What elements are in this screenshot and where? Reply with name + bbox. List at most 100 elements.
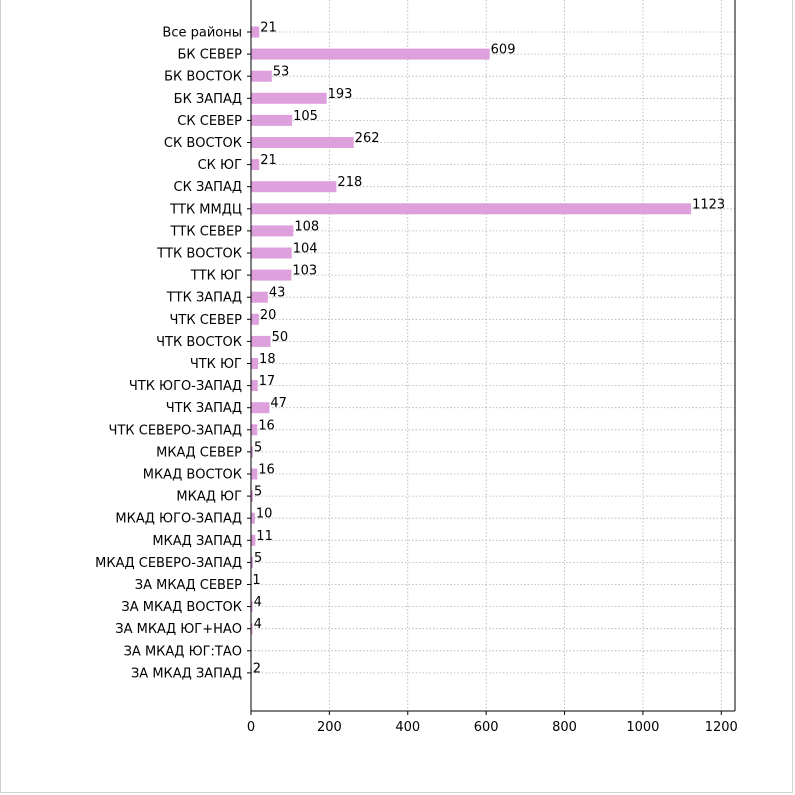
value-label: 43 (269, 286, 286, 301)
bar (251, 313, 259, 325)
axes (247, 0, 736, 712)
category-label: ЗА МКАД ВОСТОК (121, 600, 242, 615)
x-tick-label: 200 (317, 720, 342, 735)
value-label: 104 (293, 242, 318, 257)
category-labels: Все районы БК СЕВЕР БК ВОСТОК БК ЗАПАД СК СЕ… (95, 26, 242, 682)
category-label: ТТК ЮГ (190, 269, 242, 284)
category-label: МКАД ВОСТОК (143, 468, 242, 483)
value-label: 18 (259, 352, 276, 367)
category-label: ЧТК СЕВЕР (170, 313, 243, 328)
category-label: МКАД СЕВЕР (156, 445, 242, 460)
value-label: 108 (294, 219, 319, 234)
bar (251, 601, 253, 613)
x-tick-label: 1000 (626, 720, 659, 735)
category-label: БК ЗАПАД (174, 92, 242, 107)
category-label: СК СЕВЕР (177, 114, 242, 129)
value-label: 53 (273, 65, 290, 80)
category-label: ЧТК ЮГ (190, 357, 242, 372)
bar (251, 291, 268, 303)
value-label: 2 (253, 661, 261, 676)
bar (251, 556, 253, 568)
value-label: 105 (293, 109, 318, 124)
value-label: 262 (355, 131, 380, 146)
category-label: ЗА МКАД ЗАПАД (131, 666, 242, 681)
value-label: 1 (252, 573, 260, 588)
x-tick-label: 0 (247, 720, 255, 735)
x-tick-label: 600 (474, 720, 499, 735)
category-label: БК СЕВЕР (177, 48, 242, 63)
bar (251, 70, 272, 82)
x-tick-label: 400 (395, 720, 420, 735)
category-label: ЧТК ЮГО-ЗАПАД (129, 379, 242, 394)
bar (251, 269, 292, 281)
value-label: 4 (254, 595, 262, 610)
bar (251, 48, 490, 60)
bar (251, 225, 294, 237)
value-label: 21 (260, 21, 277, 36)
bar (251, 181, 337, 193)
category-label: ЧТК ВОСТОК (156, 335, 242, 350)
bar (251, 92, 327, 104)
x-ticks: 0 200 400 600 800 1000 1200 (247, 711, 738, 735)
value-label: 609 (491, 43, 516, 58)
bar (251, 358, 259, 369)
category-label: МКАД СЕВЕРО-ЗАПАД (95, 556, 242, 571)
value-label: 5 (254, 440, 262, 455)
category-label: СК ЮГ (198, 158, 242, 173)
category-label: МКАД ЮГО-ЗАПАД (115, 512, 242, 527)
category-label: Все районы (162, 26, 242, 41)
category-label: СК ЗАПАД (174, 180, 243, 195)
x-tick-label: 1200 (705, 720, 738, 735)
category-label: ЗА МКАД ЮГ:ТАО (124, 644, 242, 659)
bar (251, 402, 270, 414)
category-label: ЧТК СЕВЕРО-ЗАПАД (109, 423, 242, 438)
bar (251, 446, 253, 458)
category-label: БК ВОСТОК (164, 70, 242, 85)
value-label: 20 (260, 308, 277, 323)
value-label: 103 (292, 264, 317, 279)
category-label: ТТК ЗАПАД (166, 291, 242, 306)
category-label: МКАД ЗАПАД (152, 534, 242, 549)
value-label: 1123 (692, 197, 725, 212)
value-label: 50 (272, 330, 289, 345)
bar (251, 247, 292, 259)
value-label: 218 (337, 175, 362, 190)
value-label: 11 (256, 529, 273, 544)
category-label: МКАД ЮГ (176, 490, 242, 505)
category-label: ТТК СЕВЕР (169, 224, 242, 239)
bar (251, 512, 255, 524)
bar (251, 159, 260, 171)
category-label: СК ВОСТОК (164, 136, 242, 151)
value-label: 16 (258, 463, 275, 478)
value-label: 17 (259, 374, 276, 389)
value-label: 5 (254, 485, 262, 500)
bar (251, 623, 253, 635)
category-label: ЧТК ЗАПАД (166, 401, 242, 416)
bar (251, 468, 258, 480)
value-label: 47 (270, 396, 287, 411)
grid-lines (250, 0, 735, 711)
value-label: 4 (254, 617, 262, 632)
value-label: 193 (328, 87, 353, 102)
value-label: 5 (254, 551, 262, 566)
value-label: 16 (258, 418, 275, 433)
value-label: 21 (260, 153, 277, 168)
bar (251, 490, 253, 502)
category-label: ЗА МКАД ЮГ+НАО (115, 622, 242, 637)
bar (251, 26, 260, 38)
bar (251, 114, 293, 126)
category-label: ЗА МКАД СЕВЕР (135, 578, 242, 593)
bar (251, 534, 256, 546)
bar (251, 424, 258, 436)
bar (251, 203, 692, 215)
value-label: 10 (256, 507, 273, 522)
value-labels: 2160953193105262212181123108104103432050… (252, 21, 725, 677)
x-tick-label: 800 (552, 720, 577, 735)
category-label: ТТК ММДЦ (169, 202, 242, 217)
bar (251, 380, 258, 392)
category-label: ТТК ВОСТОК (156, 247, 242, 262)
bars (251, 26, 692, 679)
bar (251, 335, 271, 347)
